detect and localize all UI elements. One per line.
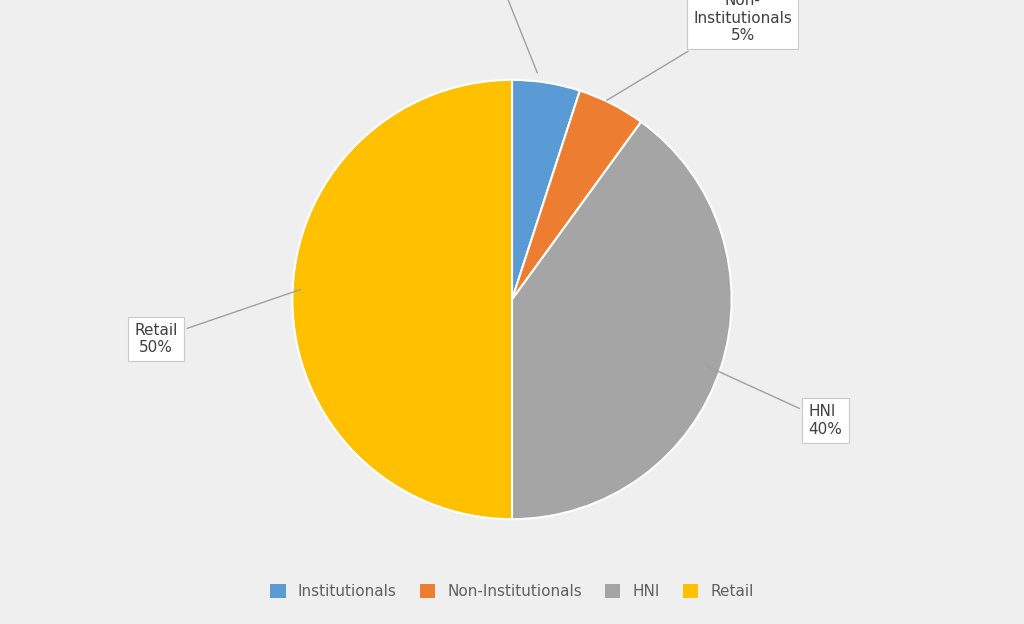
Text: Institutionals
5%: Institutionals 5%: [445, 0, 544, 73]
Wedge shape: [512, 80, 580, 300]
Wedge shape: [512, 122, 731, 519]
Text: HNI
40%: HNI 40%: [708, 366, 843, 437]
Wedge shape: [293, 80, 512, 519]
Legend: Institutionals, Non-Institutionals, HNI, Retail: Institutionals, Non-Institutionals, HNI,…: [266, 580, 758, 604]
Text: Non-
Institutionals
5%: Non- Institutionals 5%: [606, 0, 793, 100]
Wedge shape: [512, 90, 641, 300]
Text: Retail
50%: Retail 50%: [134, 290, 301, 355]
